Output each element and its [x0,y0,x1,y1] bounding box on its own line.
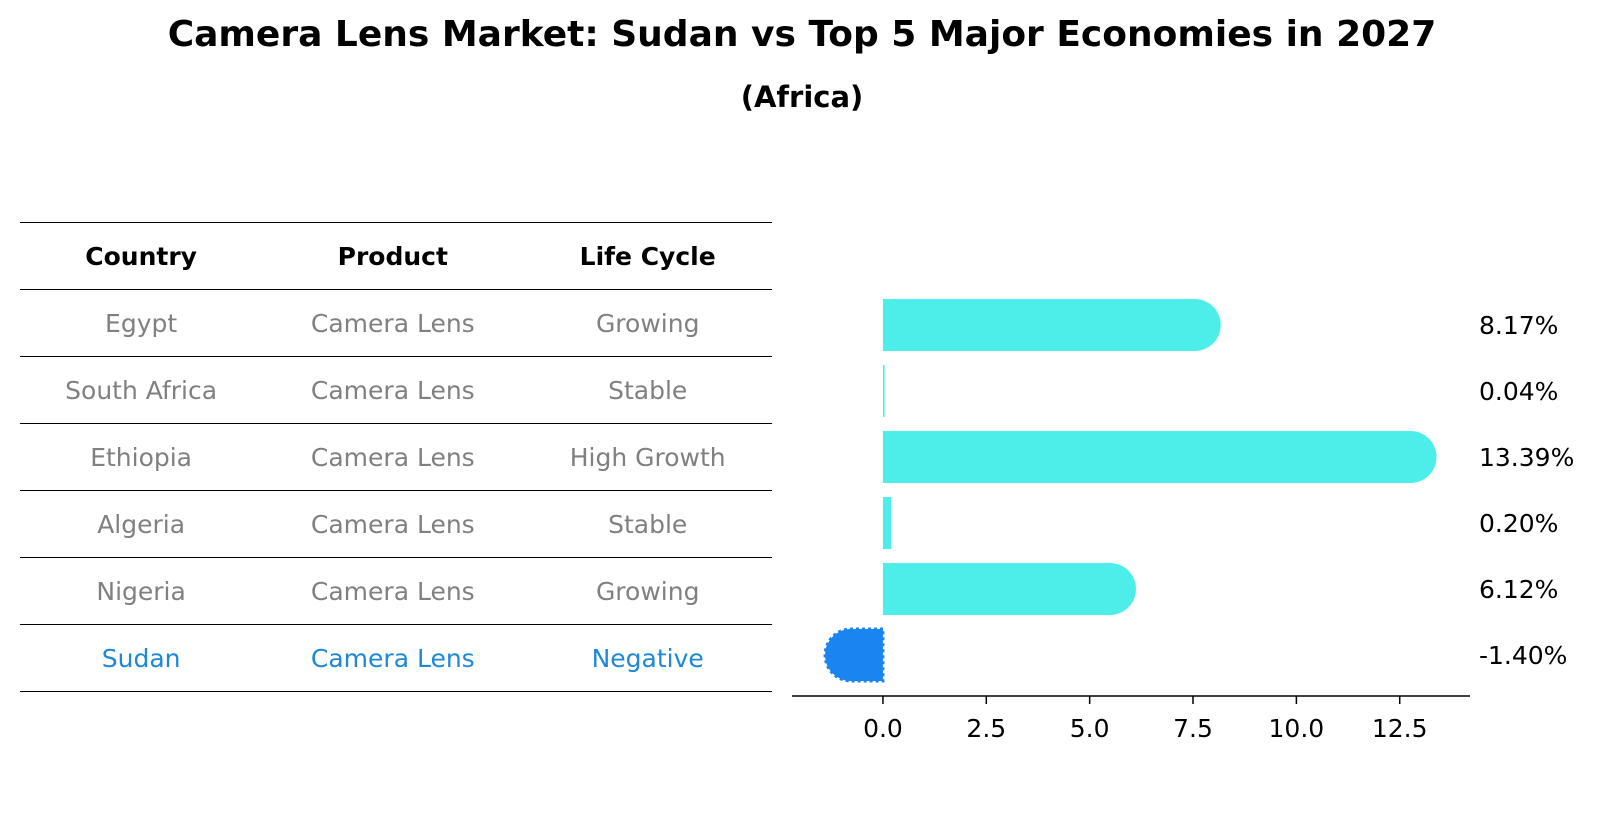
data-label: 13.39% [1479,443,1574,472]
cell-country: South Africa [20,356,263,424]
cell-product: Camera Lens [262,423,524,491]
bar-south-africa [882,365,885,417]
data-label: 8.17% [1479,311,1558,340]
data-label: 0.04% [1479,377,1558,406]
cell-product: Camera Lens [262,557,524,625]
cell-country: Egypt [20,289,263,357]
table-row: Nigeria Camera Lens Growing [20,557,772,625]
cell-life-cycle: Growing [523,289,772,357]
x-tick-label: 12.5 [1372,714,1428,743]
x-tick-label: 7.5 [1173,714,1213,743]
x-tick-label: 0.0 [863,714,903,743]
table-row: South Africa Camera Lens Stable [20,356,772,424]
bar-sudan [823,627,885,683]
bar-ethiopia [882,431,1437,483]
country-table: Country Product Life Cycle Egypt Camera … [20,222,772,692]
data-label: 0.20% [1479,509,1558,538]
header-country: Country [20,222,263,290]
cell-life-cycle: Stable [523,490,772,558]
chart-title: Camera Lens Market: Sudan vs Top 5 Major… [167,14,1437,55]
cell-country: Algeria [20,490,263,558]
chart-subtitle: (Africa) [740,80,864,114]
cell-country: Ethiopia [20,423,263,491]
cell-life-cycle: Negative [523,624,772,692]
bar-egypt [882,299,1221,351]
cell-country: Nigeria [20,557,263,625]
cell-country: Sudan [20,624,263,692]
cell-product: Camera Lens [262,356,524,424]
header-life-cycle: Life Cycle [523,222,772,290]
x-tick-label: 10.0 [1269,714,1325,743]
bar-nigeria [882,563,1136,615]
x-tick-label: 2.5 [966,714,1006,743]
bar-algeria [882,497,892,549]
x-tick-label: 5.0 [1070,714,1110,743]
table-row: Ethiopia Camera Lens High Growth [20,423,772,491]
header-product: Product [262,222,524,290]
table-row: Egypt Camera Lens Growing [20,289,772,357]
cell-product: Camera Lens [262,490,524,558]
cell-life-cycle: High Growth [523,423,772,491]
table-row-highlighted: Sudan Camera Lens Negative [20,624,772,692]
table-header-row: Country Product Life Cycle [20,222,772,290]
cell-product: Camera Lens [262,624,524,692]
data-label: 6.12% [1479,575,1558,604]
cell-life-cycle: Growing [523,557,772,625]
cell-product: Camera Lens [262,289,524,357]
table-row: Algeria Camera Lens Stable [20,490,772,558]
data-label: -1.40% [1479,641,1567,670]
